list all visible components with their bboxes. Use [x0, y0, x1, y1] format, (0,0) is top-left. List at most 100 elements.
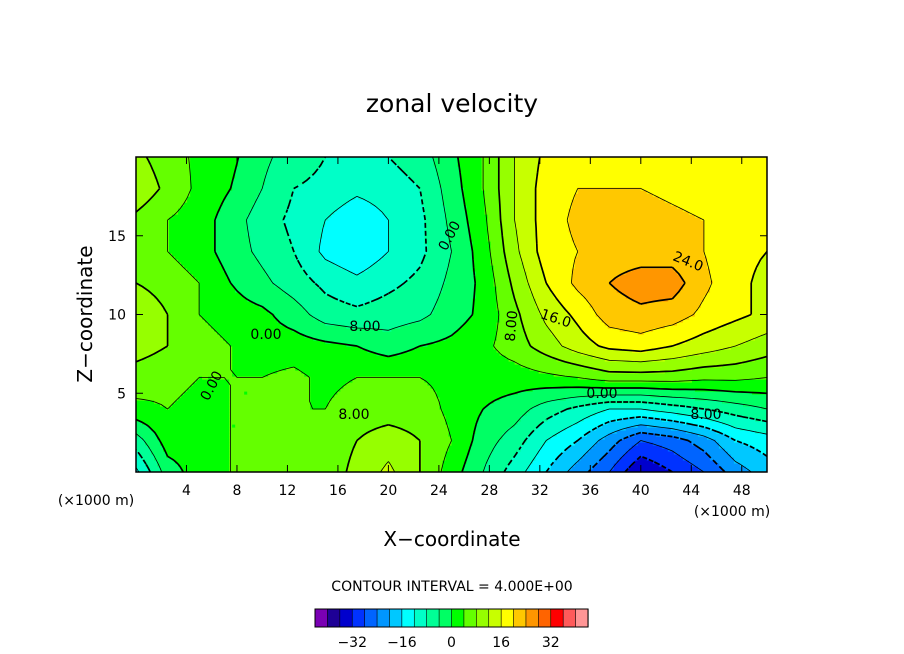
colorbar-swatch — [500, 608, 515, 628]
contour-fill-cell — [751, 277, 767, 281]
contour-fill-cell — [316, 283, 405, 287]
contour-fill-cell — [442, 289, 477, 293]
contour-fill-cell — [292, 196, 356, 200]
contour-fill-cell — [520, 364, 582, 368]
contour-fill-cell — [631, 463, 660, 467]
contour-fill-cell — [190, 163, 239, 167]
contour-fill-cell — [475, 280, 495, 284]
contour-fill-cell — [136, 427, 152, 431]
contour-fill-cell — [568, 229, 705, 233]
contour-fill-cell — [484, 205, 501, 209]
contour-fill-cell — [136, 190, 158, 194]
contour-fill-cell — [322, 253, 386, 257]
contour-fill-cell — [499, 172, 516, 176]
contour-fill-cell — [499, 178, 516, 182]
contour-fill-cell — [157, 190, 191, 194]
contour-fill-cell — [517, 247, 537, 251]
contour-fill-cell — [706, 259, 762, 263]
contour-fill-cell — [310, 391, 338, 395]
contour-fill-cell — [265, 181, 305, 185]
contour-fill-cell — [499, 175, 516, 179]
contour-fill-cell — [430, 385, 767, 389]
contour-fill-cell — [136, 424, 149, 428]
contour-fill-cell — [751, 445, 767, 449]
contour-fill-cell — [490, 253, 507, 257]
contour-fill-cell — [325, 322, 411, 326]
contour-fill-cell — [538, 349, 573, 353]
contour-fill-cell — [148, 160, 191, 164]
contour-fill-cell — [496, 337, 528, 341]
contour-fill-cell — [232, 355, 507, 359]
contour-fill-cell — [136, 448, 152, 452]
contour-fill-cell — [502, 244, 519, 248]
contour-fill-cell — [442, 283, 477, 287]
contour-fill-cell — [535, 208, 570, 212]
contour-fill-cell — [604, 454, 624, 458]
contour-fill-cell — [280, 286, 320, 290]
contour-fill-cell — [505, 466, 531, 470]
contour-fill-cell — [496, 295, 516, 299]
contour-fill-cell — [223, 202, 254, 206]
contour-fill-cell — [289, 238, 320, 242]
contour-fill-cell — [136, 340, 170, 344]
contour-fill-cell — [511, 286, 531, 290]
contour-fill-cell — [247, 229, 287, 233]
contour-fill-cell — [232, 283, 275, 287]
contour-fill-cell — [136, 334, 170, 338]
contour-fill-cell — [580, 364, 723, 368]
contour-fill-cell — [328, 217, 389, 221]
contour-fill-cell — [307, 310, 435, 314]
contour-fill-cell — [547, 400, 723, 404]
contour-fill-cell — [454, 331, 498, 335]
contour-fill-cell — [445, 337, 498, 341]
contour-fill-cell — [310, 400, 329, 404]
contour-fill-cell — [760, 256, 767, 260]
contour-fill-cell — [271, 277, 311, 281]
contour-fill-cell — [754, 358, 767, 362]
contour-fill-cell — [529, 286, 549, 290]
contour-fill-cell — [247, 298, 296, 302]
contour-fill-cell — [745, 466, 767, 470]
contour-fill-cell — [682, 421, 723, 425]
contour-fill-cell — [265, 271, 305, 275]
contour-fill-cell — [232, 349, 368, 353]
contour-fill-cell — [499, 220, 516, 224]
contour-fill-cell — [607, 433, 636, 437]
contour-fill-cell — [751, 310, 767, 314]
contour-fill-cell — [142, 421, 230, 425]
contour-fill-cell — [586, 451, 609, 455]
contour-fill-cell — [535, 304, 564, 308]
contour-fill-cell — [202, 316, 275, 320]
contour-fill-cell — [764, 253, 767, 257]
contour-fill-cell — [499, 193, 516, 197]
contour-fill-cell — [229, 385, 311, 389]
contour-fill-cell — [301, 304, 353, 308]
contour-fill-cell — [169, 343, 230, 347]
contour-fill-cell — [445, 415, 480, 419]
contour-fill-cell — [493, 445, 522, 449]
contour-fill-cell — [487, 238, 504, 242]
contour-fill-cell — [181, 262, 221, 266]
contour-fill-cell — [541, 313, 570, 317]
contour-fill-cell — [697, 424, 732, 428]
contour-fill-cell — [169, 334, 221, 338]
contour-fill-cell — [421, 457, 447, 461]
contour-fill-cell — [499, 163, 516, 167]
contour-fill-cell — [499, 310, 519, 314]
contour-fill-cell — [559, 343, 597, 347]
contour-fill-cell — [412, 178, 441, 182]
contour-fill-cell — [535, 196, 576, 200]
contour-fill-cell — [415, 346, 495, 350]
contour-fill-cell — [232, 364, 522, 368]
contour-fill-cell — [241, 292, 287, 296]
contour-fill-cell — [700, 304, 753, 308]
contour-fill-cell — [445, 214, 468, 218]
contour-fill-cell — [136, 169, 155, 173]
contour-fill-cell — [247, 391, 311, 395]
contour-fill-cell — [325, 223, 389, 227]
contour-fill-cell — [493, 277, 510, 281]
contour-fill-cell — [490, 454, 516, 458]
contour-fill-cell — [523, 442, 546, 446]
contour-fill-cell — [730, 454, 767, 458]
contour-fill-cell — [676, 292, 708, 296]
